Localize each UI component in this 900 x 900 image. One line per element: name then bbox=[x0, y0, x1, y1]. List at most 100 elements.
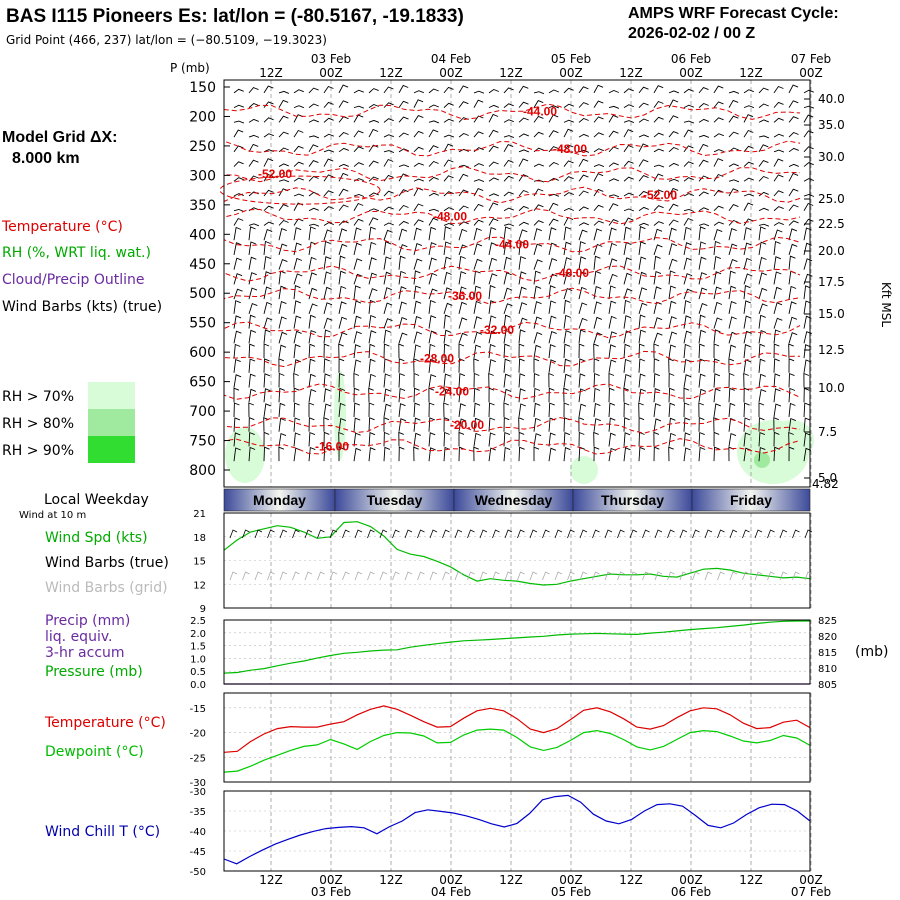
wind-barb bbox=[548, 273, 558, 285]
value-tick-label: -45 bbox=[190, 847, 206, 858]
wind-barb bbox=[743, 447, 751, 462]
wind-barb bbox=[578, 86, 589, 94]
wind-barb bbox=[413, 90, 424, 94]
wind-barb bbox=[713, 240, 721, 255]
wind-barb bbox=[473, 372, 480, 388]
wind-barb bbox=[773, 101, 784, 108]
wind-barb bbox=[788, 255, 796, 270]
rh90-label: RH > 90% bbox=[2, 443, 74, 459]
wind-barb bbox=[488, 273, 498, 285]
wind-barb bbox=[473, 163, 484, 167]
wind-barb bbox=[353, 114, 364, 123]
wind-barb bbox=[758, 329, 767, 344]
value-tick-label: -50 bbox=[190, 867, 206, 878]
wind-barb bbox=[713, 255, 721, 270]
wind-barb bbox=[638, 206, 649, 212]
wind-barb bbox=[428, 387, 435, 403]
wind-barb bbox=[518, 373, 526, 388]
wind-barb bbox=[563, 343, 571, 359]
wind-barb bbox=[428, 299, 436, 314]
wind-barb bbox=[743, 432, 751, 447]
wind-barb bbox=[713, 85, 724, 94]
wind-barb bbox=[278, 285, 287, 300]
wind-barb bbox=[758, 402, 765, 417]
wind-barb bbox=[473, 446, 479, 462]
wind-barb bbox=[233, 193, 244, 197]
wind-barb bbox=[398, 228, 408, 241]
wind-barb bbox=[323, 388, 331, 403]
wind-barb bbox=[593, 358, 600, 373]
wind-barb bbox=[593, 173, 604, 182]
wind-barb bbox=[773, 446, 780, 462]
wind-barb bbox=[788, 402, 796, 418]
weekday-label: Friday bbox=[730, 492, 772, 508]
wind-barb bbox=[383, 134, 394, 138]
time-date-label: 05 Feb bbox=[551, 52, 591, 66]
wind-barb bbox=[518, 158, 529, 167]
surface-wind-barb-true bbox=[279, 529, 288, 539]
wind-barb bbox=[653, 116, 664, 123]
value-tick-label: 2.5 bbox=[190, 616, 206, 627]
wind-barb bbox=[578, 229, 588, 241]
wind-barb bbox=[713, 373, 721, 388]
wind-barb bbox=[758, 191, 769, 197]
wind-barb bbox=[383, 318, 393, 329]
wind-barb bbox=[638, 373, 646, 388]
surface-wind-barb-grid bbox=[229, 571, 238, 581]
wind-barb bbox=[413, 331, 423, 344]
wind-barb bbox=[248, 272, 257, 285]
wind-barb bbox=[338, 387, 346, 403]
wind-barb bbox=[488, 447, 496, 462]
wind-barb bbox=[728, 402, 736, 418]
surface-wind-barb-grid bbox=[292, 571, 300, 581]
wind-barb bbox=[638, 134, 649, 138]
wind-barb bbox=[728, 204, 739, 212]
wind-barb bbox=[563, 288, 573, 300]
wind-barb bbox=[698, 102, 709, 108]
wind-barb bbox=[443, 134, 455, 138]
wind-barb bbox=[653, 255, 661, 270]
wind-barb bbox=[278, 372, 285, 388]
wind-barb bbox=[278, 204, 289, 212]
wind-barb bbox=[758, 135, 770, 139]
surface-wind-barb-grid bbox=[804, 571, 813, 581]
wind-barb bbox=[248, 143, 259, 153]
wind-barb bbox=[413, 187, 424, 197]
wind-barb bbox=[593, 220, 604, 226]
wind-barb bbox=[788, 372, 795, 388]
wind-barb bbox=[728, 90, 740, 94]
wind-barb bbox=[668, 90, 680, 94]
wind-barb bbox=[413, 227, 422, 241]
wind-barb bbox=[458, 255, 466, 270]
wind-barb bbox=[353, 387, 360, 403]
wind-barb bbox=[428, 226, 437, 241]
wind-barb bbox=[623, 417, 630, 432]
cross-section-wind-barbs bbox=[233, 84, 815, 462]
wind-barb bbox=[578, 158, 589, 167]
wind-barb bbox=[443, 223, 455, 226]
wind-barb bbox=[413, 270, 421, 285]
wind-barb bbox=[488, 257, 498, 270]
wind-barb bbox=[653, 228, 663, 241]
wind-barb bbox=[278, 417, 286, 432]
wind-barb bbox=[788, 204, 799, 212]
wind-barb bbox=[728, 115, 739, 123]
wind-barb bbox=[473, 387, 480, 403]
wind-barb bbox=[413, 178, 424, 182]
wind-barb bbox=[533, 402, 541, 418]
wind-barb bbox=[638, 86, 649, 94]
wind-barb bbox=[533, 285, 542, 300]
wind-barb bbox=[518, 302, 528, 314]
surface-wind-barb-true bbox=[392, 529, 400, 539]
wind-barb bbox=[443, 343, 450, 359]
wind-barb bbox=[683, 257, 692, 270]
isotherm-line bbox=[223, 438, 801, 455]
surface-wind-barb-true bbox=[429, 529, 438, 539]
wind-barb bbox=[803, 372, 810, 388]
isotherm-line bbox=[223, 350, 801, 368]
wind-barb bbox=[638, 402, 644, 417]
wind-barb bbox=[518, 256, 526, 270]
wind-barb bbox=[248, 417, 255, 432]
wind-barb bbox=[263, 158, 274, 167]
